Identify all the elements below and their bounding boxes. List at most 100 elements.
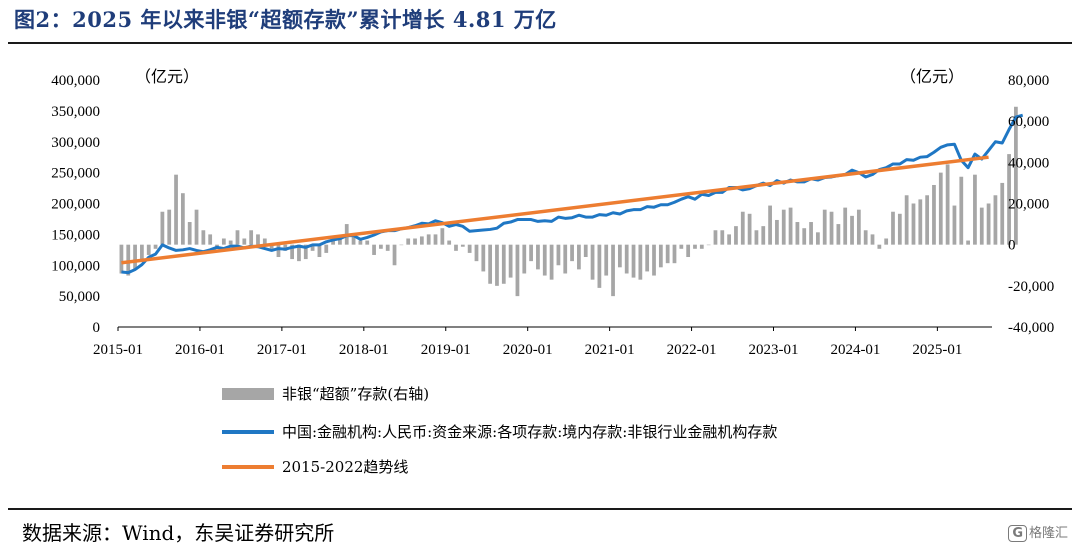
bar xyxy=(768,205,772,245)
bar xyxy=(822,209,827,245)
bar xyxy=(966,240,970,245)
bar xyxy=(604,244,609,276)
bar xyxy=(775,219,779,245)
bar xyxy=(597,244,602,288)
bar xyxy=(365,240,370,245)
bar xyxy=(529,244,533,262)
left-unit-label: （亿元） xyxy=(135,67,199,86)
watermark: G 格隆汇 xyxy=(1008,522,1068,542)
bar xyxy=(781,209,786,245)
bar xyxy=(740,211,745,245)
bar xyxy=(174,174,178,245)
trend-line xyxy=(121,155,989,265)
chart: 0 50,000 100,000 150,000 200,000 250,000 300,0… xyxy=(51,67,1054,476)
bar xyxy=(577,244,581,270)
bar xyxy=(986,203,991,245)
bar xyxy=(672,244,677,264)
bar xyxy=(870,234,875,245)
bar xyxy=(242,238,247,245)
right-tick-label: -40,000 xyxy=(1008,320,1054,336)
bar xyxy=(925,195,930,245)
bar xyxy=(1014,106,1018,245)
bar xyxy=(133,244,137,270)
bar xyxy=(433,234,438,245)
bar xyxy=(385,244,390,251)
bar xyxy=(836,224,841,245)
legend: 非银“超额”存款(右轴) 中国:金融机构:人民币:资金来源:各项存款:境内存款:非… xyxy=(222,385,777,476)
bar xyxy=(406,238,411,245)
source-note: 数据来源：Wind，东吴证券研究所 xyxy=(22,521,335,545)
bar xyxy=(699,244,704,249)
bar xyxy=(194,209,199,245)
bar xyxy=(706,244,711,246)
bar xyxy=(126,244,131,276)
bar xyxy=(372,244,376,255)
bar xyxy=(488,244,493,284)
bar xyxy=(638,244,643,280)
bar xyxy=(276,244,281,258)
right-tick-label: 80,000 xyxy=(1008,73,1049,89)
bar xyxy=(993,195,998,245)
bar xyxy=(140,244,144,262)
x-tick-label: 2019-01 xyxy=(421,342,471,358)
bar-series xyxy=(119,106,1018,297)
watermark-text: 格隆汇 xyxy=(1028,526,1068,541)
bar xyxy=(256,234,260,245)
right-tick-label: 60,000 xyxy=(1008,114,1049,130)
bar xyxy=(652,244,656,276)
x-tick-label: 2016-01 xyxy=(175,342,225,358)
bar xyxy=(228,240,233,245)
bar xyxy=(693,244,697,249)
bar xyxy=(754,230,759,245)
bar xyxy=(235,230,240,245)
bar xyxy=(481,244,486,272)
x-tick-label: 2023-01 xyxy=(749,342,799,358)
x-tick-label: 2025-01 xyxy=(912,342,962,358)
bar xyxy=(686,244,691,258)
left-tick-label: 50,000 xyxy=(59,289,100,305)
x-tick-label: 2017-01 xyxy=(257,342,307,358)
legend-bar-swatch xyxy=(222,388,274,400)
bar xyxy=(460,244,465,247)
bar xyxy=(351,234,356,245)
bar xyxy=(187,222,192,245)
bar xyxy=(788,207,793,245)
left-tick-label: 100,000 xyxy=(51,258,100,274)
bar xyxy=(419,236,424,245)
bar xyxy=(747,213,752,245)
bar xyxy=(467,244,472,253)
bar xyxy=(979,207,984,245)
bar xyxy=(631,244,636,278)
bar xyxy=(269,244,274,249)
bar xyxy=(795,222,800,245)
bar xyxy=(918,199,923,245)
left-tick-label: 350,000 xyxy=(51,104,100,120)
bar xyxy=(897,213,902,245)
bar xyxy=(324,244,329,253)
bar xyxy=(556,244,561,266)
bar xyxy=(884,238,889,245)
bar xyxy=(816,232,820,245)
bar xyxy=(501,244,506,284)
legend-label: 中国:金融机构:人民币:资金来源:各项存款:境内存款:非银行业金融机构存款 xyxy=(282,423,777,441)
x-tick-label: 2024-01 xyxy=(830,342,880,358)
bar xyxy=(440,228,445,245)
deposit-line xyxy=(121,113,1024,275)
x-tick-label: 2018-01 xyxy=(339,342,389,358)
x-tick-label: 2020-01 xyxy=(503,342,553,358)
bar xyxy=(146,244,151,255)
bar xyxy=(802,228,807,245)
bar xyxy=(679,244,684,249)
bar xyxy=(952,205,957,245)
bar xyxy=(904,195,909,245)
right-tick-label: 40,000 xyxy=(1008,155,1049,171)
bar xyxy=(829,211,834,245)
bar xyxy=(515,244,520,297)
bar xyxy=(665,244,670,264)
bar xyxy=(317,244,322,258)
bar xyxy=(508,244,513,278)
bar xyxy=(454,244,458,251)
line-series xyxy=(121,113,1024,275)
bar xyxy=(1007,154,1011,245)
bar xyxy=(891,211,895,245)
